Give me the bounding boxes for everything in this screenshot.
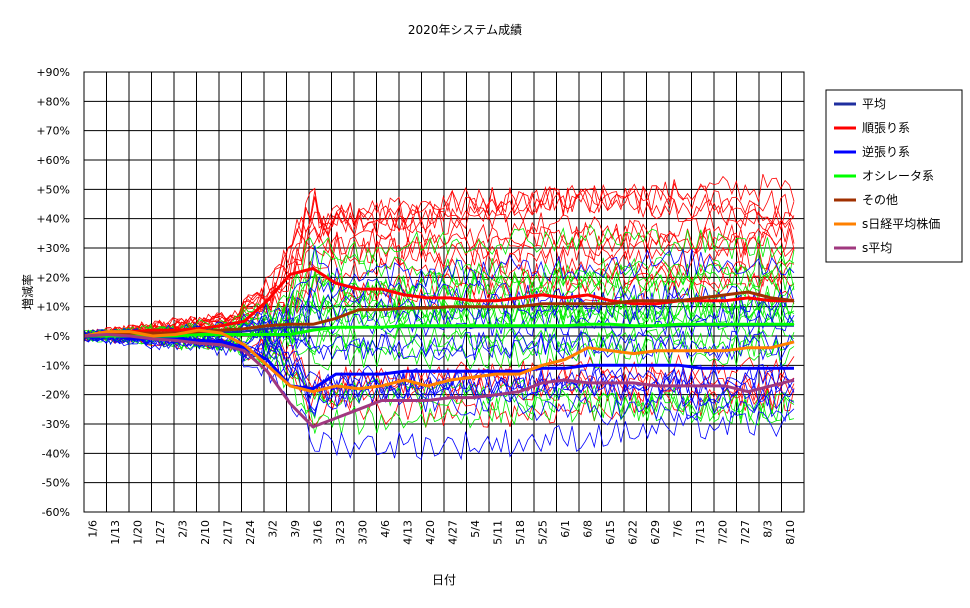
x-tick-label: 8/10 (784, 520, 797, 545)
x-tick-label: 5/11 (491, 520, 504, 545)
legend-label: 平均 (862, 97, 886, 111)
y-tick-label: +0% (43, 330, 70, 343)
y-tick-label: -60% (42, 506, 70, 519)
x-tick-label: 6/29 (649, 520, 662, 545)
x-tick-label: 2/24 (244, 520, 257, 545)
x-tick-label: 1/20 (131, 520, 144, 545)
series-line (83, 333, 794, 391)
system-line (83, 310, 795, 358)
x-tick-label: 8/3 (761, 520, 774, 538)
series-line (84, 322, 794, 338)
x-tick-label: 7/6 (671, 520, 684, 538)
system-line (83, 184, 795, 342)
y-tick-label: +60% (36, 154, 70, 167)
x-tick-label: 5/18 (514, 520, 527, 545)
y-tick-label: +70% (36, 125, 70, 138)
x-tick-label: 6/1 (559, 520, 572, 538)
x-tick-label: 7/27 (739, 520, 752, 545)
plot-area-border (83, 71, 805, 513)
series-lines (83, 267, 795, 429)
x-tick-label: 5/25 (536, 520, 549, 545)
x-tick-label: 7/13 (694, 520, 707, 545)
y-tick-label: -50% (42, 477, 70, 490)
system-line (83, 333, 795, 426)
legend-label: その他 (862, 193, 898, 207)
y-axis-ticks: +90% +80% +70% +60% +50% +40% +30% +20% +10% +0% -… (36, 66, 70, 519)
y-tick-label: -10% (42, 359, 70, 372)
x-tick-label: 2/17 (221, 520, 234, 545)
y-tick-label: -20% (42, 389, 70, 402)
x-tick-label: 3/23 (334, 520, 347, 545)
x-tick-label: 2/10 (199, 520, 212, 545)
legend-label: 順張り系 (862, 121, 910, 135)
x-tick-label: 4/20 (424, 520, 437, 545)
chart-title: 2020年システム成績 (408, 23, 522, 37)
x-tick-label: 6/8 (581, 520, 594, 538)
system-line (83, 208, 795, 340)
y-tick-label: +90% (36, 66, 70, 79)
background-system-lines (83, 173, 795, 461)
x-tick-label: 3/16 (311, 520, 324, 545)
x-tick-label: 1/27 (154, 520, 167, 545)
x-tick-label: 3/30 (356, 520, 369, 545)
x-tick-label: 1/13 (109, 520, 122, 545)
legend-label: s平均 (862, 241, 892, 255)
system-line (83, 211, 795, 342)
x-tick-label: 3/2 (266, 520, 279, 538)
x-tick-label: 4/6 (379, 520, 392, 538)
x-tick-label: 1/6 (86, 520, 99, 538)
x-tick-label: 6/22 (626, 520, 639, 545)
series-line (83, 328, 795, 394)
legend-label: オシレータ系 (862, 169, 934, 183)
y-tick-label: +10% (36, 301, 70, 314)
x-tick-label: 3/9 (289, 520, 302, 538)
y-tick-label: +50% (36, 183, 70, 196)
series-line (83, 333, 795, 429)
x-tick-label: 7/20 (716, 520, 729, 545)
y-tick-label: -30% (42, 418, 70, 431)
x-tick-label: 4/13 (401, 520, 414, 545)
system-line (83, 330, 795, 412)
system-line (83, 220, 795, 342)
system-line (83, 224, 795, 343)
x-tick-label: 4/27 (446, 520, 459, 545)
y-tick-label: +30% (36, 242, 70, 255)
system-line (83, 261, 795, 342)
x-axis-title: 日付 (432, 573, 456, 587)
x-axis-ticks: 1/6 1/13 1/20 1/27 2/3 2/10 2/17 2/24 3/2 3/9 3/16… (86, 520, 797, 545)
y-tick-label: -40% (42, 447, 70, 460)
legend-label: 逆張り系 (862, 144, 910, 159)
x-tick-label: 5/4 (469, 520, 482, 538)
legend-label: s日経平均株価 (862, 216, 940, 231)
y-axis-title: 増減率 (20, 274, 35, 310)
grid-lines (83, 71, 805, 513)
y-tick-label: +80% (36, 95, 70, 108)
system-line (83, 182, 795, 342)
y-tick-label: +40% (36, 213, 70, 226)
x-tick-label: 2/3 (176, 520, 189, 538)
x-tick-label: 6/15 (604, 520, 617, 545)
system-line (83, 331, 795, 403)
y-tick-label: +20% (36, 271, 70, 284)
